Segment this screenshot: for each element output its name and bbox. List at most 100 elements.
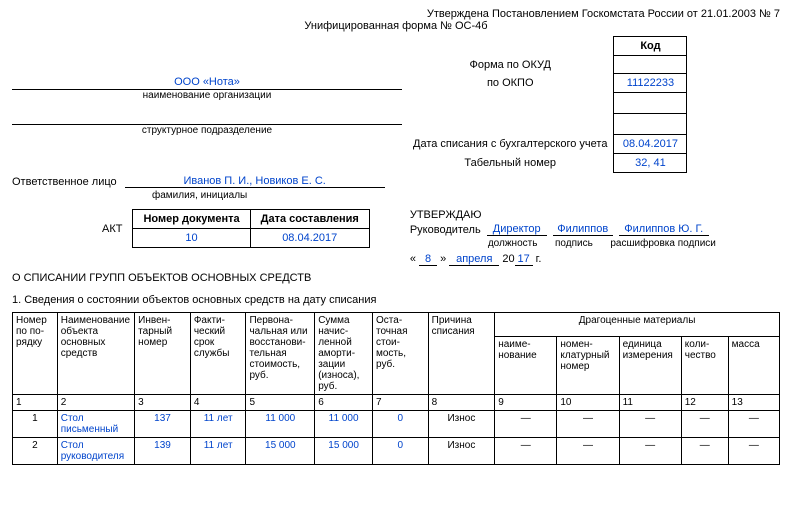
resp-label: Ответственное лицо: [12, 176, 117, 188]
r1-d11: —: [619, 411, 681, 438]
h12: коли­чес­тво: [681, 337, 728, 395]
codes-table: Код Форма по ОКУД по ОКПО 11122233 Дата …: [407, 36, 687, 173]
nr4: 4: [190, 395, 246, 411]
nr7: 7: [373, 395, 429, 411]
caption-decode: расшифровка подписи: [610, 238, 716, 249]
org-caption: наименование организации: [12, 90, 402, 101]
act-table: Номер документа Дата составления 10 08.0…: [132, 209, 369, 248]
act-docnum-hdr: Номер документа: [133, 210, 250, 229]
h9group: Драгоценные материалы: [495, 313, 780, 337]
nr2: 2: [57, 395, 134, 411]
r2-rest: 0: [373, 438, 429, 465]
h7: Оста­точная стои­мость, руб.: [373, 313, 429, 395]
r1-rest: 0: [373, 411, 429, 438]
h8: Причина списания: [428, 313, 495, 395]
h11: единица измере­ния: [619, 337, 681, 395]
date-q2: »: [440, 253, 446, 265]
act-date: 08.04.2017: [250, 229, 369, 248]
approve-label: Руководитель: [410, 224, 481, 236]
approve-title: УТВЕРЖДАЮ: [410, 209, 716, 221]
r2-d12: —: [681, 438, 728, 465]
subunit-caption: структурное подразделение: [12, 125, 402, 136]
empty-code-2: [614, 114, 687, 135]
nr11: 11: [619, 395, 681, 411]
okud-label: Форма по ОКУД: [407, 56, 614, 74]
nr1: 1: [13, 395, 58, 411]
okpo-label: по ОКПО: [407, 74, 614, 93]
writeoff-value: 08.04.2017: [614, 135, 687, 154]
h4: Факти­ческий срок службы: [190, 313, 246, 395]
approve-month: апреля: [449, 253, 499, 266]
main-table: Номер по по­рядку Наимено­вание объекта …: [12, 312, 780, 465]
section1-title: 1. Сведения о состоянии объектов основны…: [12, 294, 780, 306]
h13: масса: [728, 337, 779, 395]
nr5: 5: [246, 395, 315, 411]
nr9: 9: [495, 395, 557, 411]
r1-n: 1: [13, 411, 58, 438]
form-line: Унифицированная форма № ОС-4б: [12, 20, 780, 32]
subunit-line: [12, 111, 402, 125]
caption-sign: подпись: [555, 238, 593, 249]
caption-role: должность: [488, 238, 538, 249]
r1-amort: 11 000: [315, 411, 373, 438]
approve-year: 17: [515, 253, 533, 266]
subject-line: О СПИСАНИИ ГРУПП ОБЪЕКТОВ ОСНОВНЫХ СРЕДС…: [12, 272, 780, 284]
tabnum-value: 32, 41: [614, 154, 687, 173]
r2-d11: —: [619, 438, 681, 465]
h3: Инвен­тарный номер: [135, 313, 191, 395]
h9: наиме­нование: [495, 337, 557, 395]
table-row: 2 Стол руководителя 139 11 лет 15 000 15…: [13, 438, 780, 465]
r1-d13: —: [728, 411, 779, 438]
approve-sign-field: Филиппов: [553, 223, 613, 236]
top-note: Утверждена Постановлением Госкомстата Ро…: [12, 8, 780, 20]
r2-inv: 139: [135, 438, 191, 465]
approve-day: 8: [419, 253, 437, 266]
r1-name: Стол письменный: [57, 411, 134, 438]
h5: Первона­чальная или вос­станови­тельная …: [246, 313, 315, 395]
empty-code-1: [614, 93, 687, 114]
year-suf: г.: [536, 253, 542, 265]
h10: номен­клатур­ный но­мер: [557, 337, 619, 395]
act-docnum: 10: [133, 229, 250, 248]
r1-d9: —: [495, 411, 557, 438]
r2-reason: Износ: [428, 438, 495, 465]
year-pref: 20: [502, 253, 514, 265]
h6: Сумма начис­ленной аморти­зации (изно­са…: [315, 313, 373, 395]
act-title: АКТ: [102, 223, 122, 235]
org-name: ООО «Нота»: [12, 76, 402, 90]
approve-sign-decode: Филиппов Ю. Г.: [619, 223, 709, 236]
r2-cost: 15 000: [246, 438, 315, 465]
r1-inv: 137: [135, 411, 191, 438]
r1-reason: Износ: [428, 411, 495, 438]
act-date-hdr: Дата составления: [250, 210, 369, 229]
nr13: 13: [728, 395, 779, 411]
r1-cost: 11 000: [246, 411, 315, 438]
code-header: Код: [614, 37, 687, 56]
number-row: 1 2 3 4 5 6 7 8 9 10 11 12 13: [13, 395, 780, 411]
nr10: 10: [557, 395, 619, 411]
approve-role: Директор: [487, 223, 547, 236]
nr12: 12: [681, 395, 728, 411]
writeoff-label: Дата списания с бухгалтерского учета: [407, 135, 614, 154]
r1-d10: —: [557, 411, 619, 438]
nr8: 8: [428, 395, 495, 411]
r2-d13: —: [728, 438, 779, 465]
r2-n: 2: [13, 438, 58, 465]
date-q1: «: [410, 253, 416, 265]
nr3: 3: [135, 395, 191, 411]
r2-amort: 15 000: [315, 438, 373, 465]
nr6: 6: [315, 395, 373, 411]
r2-d10: —: [557, 438, 619, 465]
okpo-value: 11122233: [614, 74, 687, 93]
tabnum-label: Табельный номер: [407, 154, 614, 173]
r2-name: Стол руководителя: [57, 438, 134, 465]
okud-value: [614, 56, 687, 74]
h2: Наимено­вание объекта основных средств: [57, 313, 134, 395]
h1: Номер по по­рядку: [13, 313, 58, 395]
table-row: 1 Стол письменный 137 11 лет 11 000 11 0…: [13, 411, 780, 438]
r1-srv: 11 лет: [190, 411, 246, 438]
r2-srv: 11 лет: [190, 438, 246, 465]
r1-d12: —: [681, 411, 728, 438]
r2-d9: —: [495, 438, 557, 465]
resp-names: Иванов П. И., Новиков Е. С.: [125, 175, 385, 188]
